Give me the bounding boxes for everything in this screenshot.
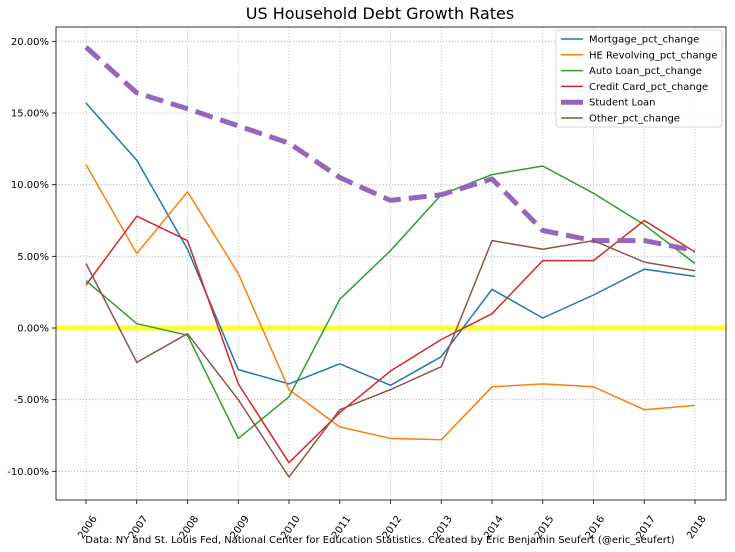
series-5 — [85, 239, 696, 478]
series-lines — [84, 45, 696, 478]
chart-title: US Household Debt Growth Rates — [246, 4, 514, 23]
series-3 — [85, 215, 696, 464]
series-2 — [85, 165, 696, 440]
y-tick-label: 5.00% — [17, 252, 49, 263]
legend-label: HE Revolving_pct_change — [589, 50, 717, 61]
series-line — [85, 164, 696, 441]
chart-caption: Data: NY and St. Louis Fed, National Cen… — [85, 535, 674, 546]
series-line — [85, 215, 696, 464]
series-line — [85, 102, 696, 387]
y-tick-label: -5.00% — [14, 395, 49, 406]
series-1 — [85, 164, 696, 441]
legend: Mortgage_pct_change HE Revolving_pct_chan… — [555, 29, 723, 128]
legend-label: Mortgage_pct_change — [589, 35, 699, 46]
y-tick-label: 10.00% — [11, 180, 49, 191]
plot-frame — [55, 26, 727, 501]
legend-label: Other_pct_change — [589, 114, 680, 125]
series-0 — [85, 102, 696, 387]
series-line — [85, 239, 696, 478]
y-axis: -10.00% -5.00% 0.00% 5.00% 10.00% 15.00% 20.00… — [7, 37, 56, 478]
y-tick-label: -10.00% — [7, 467, 49, 478]
legend-label: Auto Loan_pct_change — [589, 66, 702, 77]
y-tick-label: 20.00% — [11, 37, 49, 48]
legend-label: Credit Card_pct_change — [589, 82, 708, 93]
legend-label: Student Loan — [589, 98, 656, 109]
y-tick-label: 0.00% — [17, 324, 49, 335]
legend-box — [555, 29, 723, 128]
y-tick-label: 15.00% — [11, 109, 49, 120]
series-line — [85, 165, 696, 440]
x-tick-label: 2018 — [685, 514, 709, 541]
